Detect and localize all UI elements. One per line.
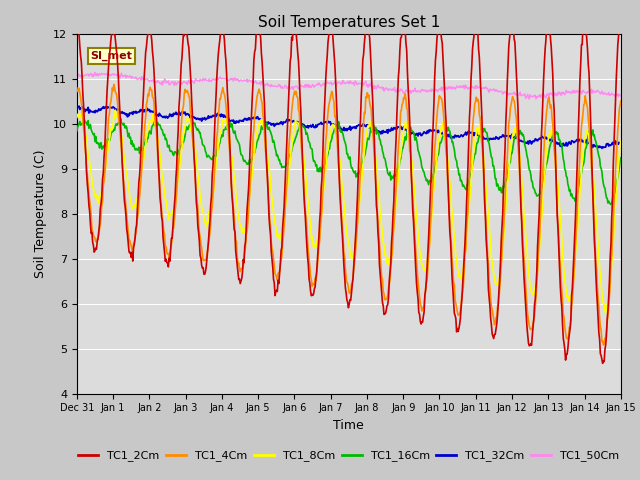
X-axis label: Time: Time <box>333 419 364 432</box>
Legend: TC1_2Cm, TC1_4Cm, TC1_8Cm, TC1_16Cm, TC1_32Cm, TC1_50Cm: TC1_2Cm, TC1_4Cm, TC1_8Cm, TC1_16Cm, TC1… <box>74 446 624 466</box>
Text: SI_met: SI_met <box>90 51 132 61</box>
Title: Soil Temperatures Set 1: Soil Temperatures Set 1 <box>258 15 440 30</box>
Y-axis label: Soil Temperature (C): Soil Temperature (C) <box>35 149 47 278</box>
